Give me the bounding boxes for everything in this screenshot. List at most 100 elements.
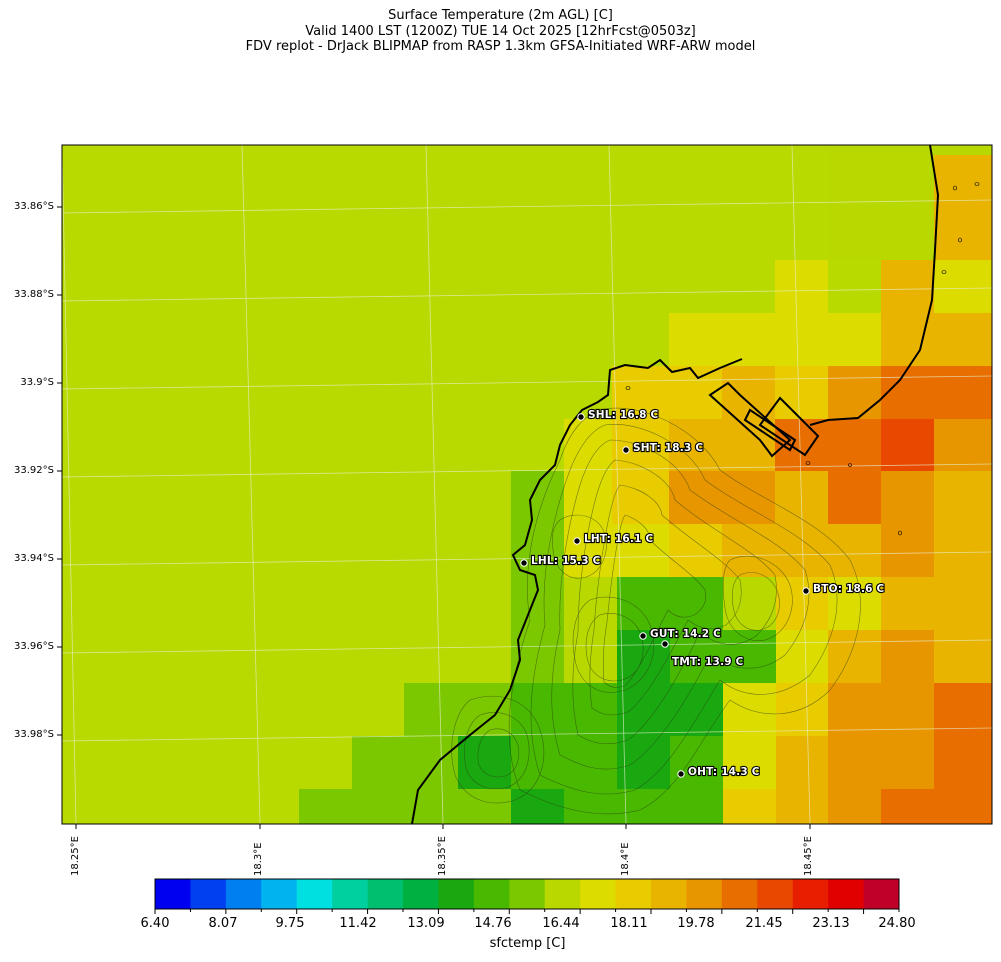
temperature-cell	[775, 260, 828, 313]
temperature-cell	[881, 471, 934, 524]
temperature-cell	[828, 789, 881, 824]
colorbar-swatch	[261, 879, 298, 909]
temperature-cell	[934, 419, 992, 471]
colorbar-swatch	[792, 879, 829, 909]
lat-label: 33.94°S	[14, 553, 54, 564]
temperature-cell	[670, 683, 723, 736]
colorbar-swatch	[828, 879, 865, 909]
temperature-cell	[775, 313, 828, 366]
temperature-cell	[881, 789, 934, 824]
temperature-cell	[722, 419, 775, 471]
temperature-cell	[881, 419, 934, 471]
station-dot	[639, 632, 647, 640]
station-label: TMT: 13.9 C	[672, 656, 744, 668]
lon-label: 18.35°E	[437, 836, 448, 876]
lon-label: 18.4°E	[620, 842, 631, 876]
colorbar-tick-label: 18.11	[610, 916, 648, 931]
temperature-cell	[511, 789, 564, 824]
temperature-cell	[669, 313, 775, 366]
colorbar-swatch	[225, 879, 262, 909]
temperature-cell	[564, 789, 617, 824]
temperature-cell	[564, 577, 617, 630]
temperature-cell	[881, 683, 934, 736]
temperature-cell	[881, 577, 934, 630]
colorbar-swatch	[403, 879, 439, 909]
temperature-cell	[511, 471, 564, 524]
temperature-cell	[775, 366, 828, 419]
colorbar-swatch	[438, 879, 475, 909]
station-dot	[677, 770, 685, 778]
temperature-cell	[564, 471, 612, 524]
dam-markers	[625, 182, 980, 536]
lat-ticks	[57, 206, 62, 736]
colorbar-tick-label: 19.78	[677, 916, 715, 931]
temperature-cell	[828, 736, 881, 789]
temperature-cell	[881, 736, 934, 789]
temperature-cell	[934, 313, 992, 366]
chart-title: Surface Temperature (2m AGL) [C] Valid 1…	[0, 8, 1001, 55]
colorbar-swatch	[757, 879, 794, 909]
colorbar-tick-label: 13.09	[407, 916, 445, 931]
temperature-cell	[612, 419, 669, 471]
station-label: GUT: 14.2 C	[650, 628, 721, 640]
temperature-cell	[828, 630, 881, 683]
temperature-cell	[828, 683, 881, 736]
lat-label: 33.98°S	[14, 729, 54, 740]
temperature-cell	[511, 736, 564, 789]
temperature-cell	[776, 577, 829, 630]
temperature-cell	[828, 419, 881, 471]
temperature-cell	[881, 524, 934, 577]
lon-label: 18.45°E	[803, 836, 814, 876]
temperature-cell	[458, 736, 511, 789]
colorbar-swatch	[651, 879, 687, 909]
temperature-cell	[722, 524, 775, 577]
temperature-cell	[722, 366, 775, 419]
station-dot	[622, 446, 630, 454]
temperature-cell	[612, 366, 669, 419]
colorbar-tick-label: 14.76	[474, 916, 512, 931]
colorbar-swatch	[721, 879, 758, 909]
temperature-cell	[776, 789, 829, 824]
map-frame	[61, 144, 993, 825]
colorbar-swatch	[544, 879, 581, 909]
temperature-cell	[934, 155, 992, 260]
temperature-cell	[776, 683, 829, 736]
colorbar-tick-label: 8.07	[208, 916, 238, 931]
temperature-cell	[723, 789, 776, 824]
colorbar-tick-label: 24.80	[878, 916, 916, 931]
lon-label: 18.25°E	[70, 836, 81, 876]
temperature-cell	[934, 260, 992, 313]
temperature-cell	[617, 577, 670, 630]
temperature-cell	[828, 524, 881, 577]
temperature-cell	[669, 419, 722, 471]
colorbar-swatch	[615, 879, 652, 909]
colorbar-swatch	[580, 879, 617, 909]
lon-ticks	[75, 824, 811, 829]
temperature-cell	[723, 630, 776, 683]
temperature-cell	[934, 789, 992, 824]
lat-label: 33.96°S	[14, 641, 54, 652]
station-dot	[802, 587, 810, 595]
temperature-cell	[723, 736, 776, 789]
station-dot	[661, 640, 669, 648]
temperature-cell	[511, 683, 564, 736]
temperature-cell	[669, 524, 722, 577]
temperature-cell	[404, 683, 511, 736]
temperature-cell	[775, 524, 828, 577]
colorbar-swatch	[686, 879, 723, 909]
colorbar-swatch	[367, 879, 404, 909]
temperature-cell	[722, 471, 775, 524]
temperature-cell	[881, 313, 934, 366]
colorbar-tick-label: 11.42	[339, 916, 377, 931]
temperature-cell	[612, 524, 669, 577]
colorbar-swatch	[155, 879, 191, 909]
colorbar	[154, 878, 900, 914]
colorbar-swatch	[190, 879, 227, 909]
temperature-cell	[670, 577, 723, 630]
colorbar-swatch	[509, 879, 546, 909]
station-label: LHL: 15.3 C	[531, 555, 601, 567]
coastline	[411, 145, 940, 824]
terrain-contours	[451, 407, 861, 815]
lon-label: 18.3°E	[253, 842, 264, 876]
title-line-1: Surface Temperature (2m AGL) [C]	[388, 8, 613, 23]
